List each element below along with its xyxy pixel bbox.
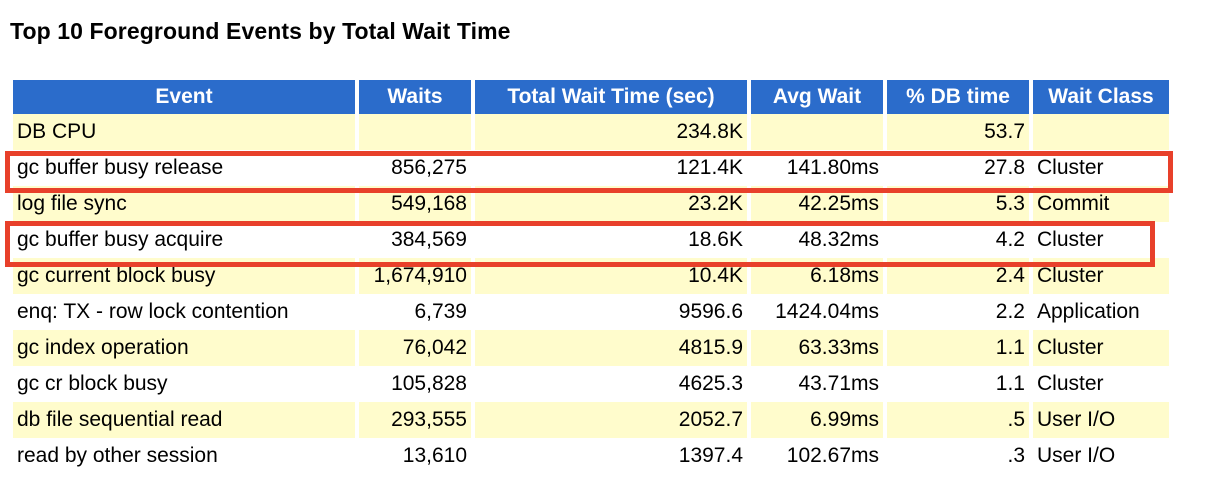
cell-waits bbox=[359, 114, 471, 150]
column-header-avg-wait: Avg Wait bbox=[751, 80, 883, 114]
cell-total-wait-time: 9596.6 bbox=[475, 294, 747, 330]
cell-pct-db-time: 2.4 bbox=[887, 258, 1029, 294]
table-row: DB CPU 234.8K 53.7 bbox=[13, 114, 1169, 150]
cell-pct-db-time: 4.2 bbox=[887, 222, 1029, 258]
cell-event: log file sync bbox=[13, 186, 355, 222]
cell-wait-class: Cluster bbox=[1033, 150, 1169, 186]
column-header-wait-class: Wait Class bbox=[1033, 80, 1169, 114]
cell-avg-wait: 63.33ms bbox=[751, 330, 883, 366]
cell-waits: 1,674,910 bbox=[359, 258, 471, 294]
cell-event: db file sequential read bbox=[13, 402, 355, 438]
cell-wait-class: Cluster bbox=[1033, 258, 1169, 294]
cell-pct-db-time: 53.7 bbox=[887, 114, 1029, 150]
cell-waits: 856,275 bbox=[359, 150, 471, 186]
column-header-waits: Waits bbox=[359, 80, 471, 114]
cell-avg-wait: 6.99ms bbox=[751, 402, 883, 438]
cell-event: read by other session bbox=[13, 438, 355, 474]
cell-waits: 76,042 bbox=[359, 330, 471, 366]
cell-wait-class: Cluster bbox=[1033, 222, 1169, 258]
cell-event: gc buffer busy acquire bbox=[13, 222, 355, 258]
cell-event: DB CPU bbox=[13, 114, 355, 150]
column-header-total-wait-time: Total Wait Time (sec) bbox=[475, 80, 747, 114]
cell-avg-wait: 102.67ms bbox=[751, 438, 883, 474]
table-row: gc current block busy 1,674,910 10.4K 6.… bbox=[13, 258, 1169, 294]
cell-total-wait-time: 2052.7 bbox=[475, 402, 747, 438]
cell-wait-class: User I/O bbox=[1033, 438, 1169, 474]
column-header-pct-db-time: % DB time bbox=[887, 80, 1029, 114]
cell-event: gc buffer busy release bbox=[13, 150, 355, 186]
cell-pct-db-time: 2.2 bbox=[887, 294, 1029, 330]
table-row: gc index operation 76,042 4815.9 63.33ms… bbox=[13, 330, 1169, 366]
cell-event: gc current block busy bbox=[13, 258, 355, 294]
cell-total-wait-time: 23.2K bbox=[475, 186, 747, 222]
cell-waits: 384,569 bbox=[359, 222, 471, 258]
cell-wait-class: Commit bbox=[1033, 186, 1169, 222]
table-row: gc buffer busy acquire 384,569 18.6K 48.… bbox=[13, 222, 1169, 258]
cell-waits: 549,168 bbox=[359, 186, 471, 222]
cell-wait-class: Cluster bbox=[1033, 330, 1169, 366]
table-row: enq: TX - row lock contention 6,739 9596… bbox=[13, 294, 1169, 330]
cell-pct-db-time: .3 bbox=[887, 438, 1029, 474]
table-row: log file sync 549,168 23.2K 42.25ms 5.3 … bbox=[13, 186, 1169, 222]
cell-total-wait-time: 18.6K bbox=[475, 222, 747, 258]
cell-pct-db-time: .5 bbox=[887, 402, 1029, 438]
table-row: gc buffer busy release 856,275 121.4K 14… bbox=[13, 150, 1169, 186]
cell-waits: 6,739 bbox=[359, 294, 471, 330]
table-row: db file sequential read 293,555 2052.7 6… bbox=[13, 402, 1169, 438]
cell-pct-db-time: 1.1 bbox=[887, 330, 1029, 366]
cell-wait-class: Application bbox=[1033, 294, 1169, 330]
cell-avg-wait: 43.71ms bbox=[751, 366, 883, 402]
cell-waits: 105,828 bbox=[359, 366, 471, 402]
table-row: read by other session 13,610 1397.4 102.… bbox=[13, 438, 1169, 474]
cell-event: gc cr block busy bbox=[13, 366, 355, 402]
cell-avg-wait: 42.25ms bbox=[751, 186, 883, 222]
wait-events-table: Event Waits Total Wait Time (sec) Avg Wa… bbox=[9, 80, 1173, 474]
table-row: gc cr block busy 105,828 4625.3 43.71ms … bbox=[13, 366, 1169, 402]
cell-wait-class: User I/O bbox=[1033, 402, 1169, 438]
table-header-row: Event Waits Total Wait Time (sec) Avg Wa… bbox=[13, 80, 1169, 114]
cell-pct-db-time: 27.8 bbox=[887, 150, 1029, 186]
cell-event: gc index operation bbox=[13, 330, 355, 366]
cell-waits: 13,610 bbox=[359, 438, 471, 474]
cell-wait-class: Cluster bbox=[1033, 366, 1169, 402]
cell-wait-class bbox=[1033, 114, 1169, 150]
cell-avg-wait: 48.32ms bbox=[751, 222, 883, 258]
cell-total-wait-time: 121.4K bbox=[475, 150, 747, 186]
cell-avg-wait: 141.80ms bbox=[751, 150, 883, 186]
cell-total-wait-time: 234.8K bbox=[475, 114, 747, 150]
cell-total-wait-time: 10.4K bbox=[475, 258, 747, 294]
cell-total-wait-time: 4815.9 bbox=[475, 330, 747, 366]
page-title: Top 10 Foreground Events by Total Wait T… bbox=[10, 18, 511, 44]
cell-waits: 293,555 bbox=[359, 402, 471, 438]
cell-avg-wait: 6.18ms bbox=[751, 258, 883, 294]
cell-total-wait-time: 1397.4 bbox=[475, 438, 747, 474]
cell-avg-wait: 1424.04ms bbox=[751, 294, 883, 330]
cell-pct-db-time: 5.3 bbox=[887, 186, 1029, 222]
cell-avg-wait bbox=[751, 114, 883, 150]
cell-pct-db-time: 1.1 bbox=[887, 366, 1029, 402]
column-header-event: Event bbox=[13, 80, 355, 114]
cell-event: enq: TX - row lock contention bbox=[13, 294, 355, 330]
cell-total-wait-time: 4625.3 bbox=[475, 366, 747, 402]
